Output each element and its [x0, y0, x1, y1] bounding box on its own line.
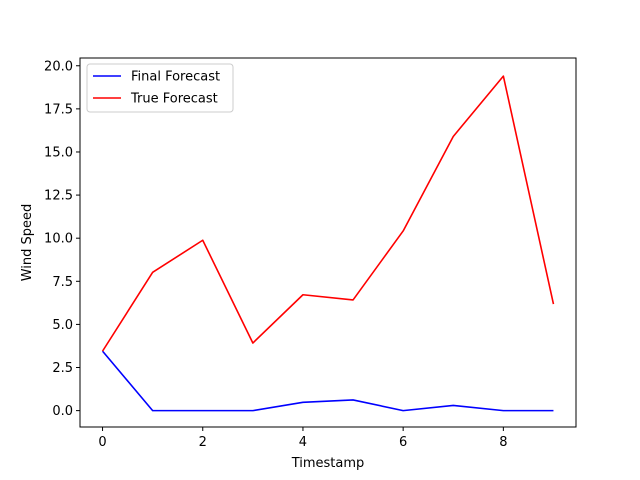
- x-tick-label: 2: [199, 435, 207, 450]
- y-tick-label: 10.0: [44, 232, 73, 247]
- y-tick-label: 20.0: [44, 59, 73, 74]
- y-tick-label: 15.0: [44, 145, 73, 160]
- x-axis-ticks: 0 2 4 6 8: [98, 427, 507, 450]
- y-axis-ticks: 0.0 2.5 5.0 7.5 10.0 12.5 15.0 17.5 20.0: [44, 59, 80, 419]
- plot-background: [80, 58, 576, 427]
- series-line-final-forecast: [101, 350, 554, 412]
- x-tick-label: 0: [98, 435, 106, 450]
- legend-label-final-forecast: Final Forecast: [131, 70, 220, 85]
- series-line-true-forecast: [101, 75, 555, 352]
- y-tick-label: 0.0: [52, 404, 73, 419]
- x-tick-label: 4: [299, 435, 307, 450]
- y-tick-label: 17.5: [44, 102, 73, 117]
- x-tick-label: 8: [499, 435, 507, 450]
- legend-box: [86, 63, 234, 113]
- y-tick-label: 2.5: [52, 361, 73, 376]
- legend: Final Forecast True Forecast: [86, 63, 234, 113]
- x-tick-label: 6: [399, 435, 407, 450]
- y-tick-label: 12.5: [44, 189, 73, 204]
- series-layer: [101, 75, 555, 412]
- y-axis-label: Wind Speed: [20, 204, 35, 282]
- y-tick-label: 5.0: [52, 318, 73, 333]
- plot-frame: [79, 57, 577, 428]
- x-axis-label: Timestamp: [291, 456, 365, 471]
- legend-label-true-forecast: True Forecast: [130, 92, 218, 107]
- y-tick-label: 7.5: [52, 275, 73, 290]
